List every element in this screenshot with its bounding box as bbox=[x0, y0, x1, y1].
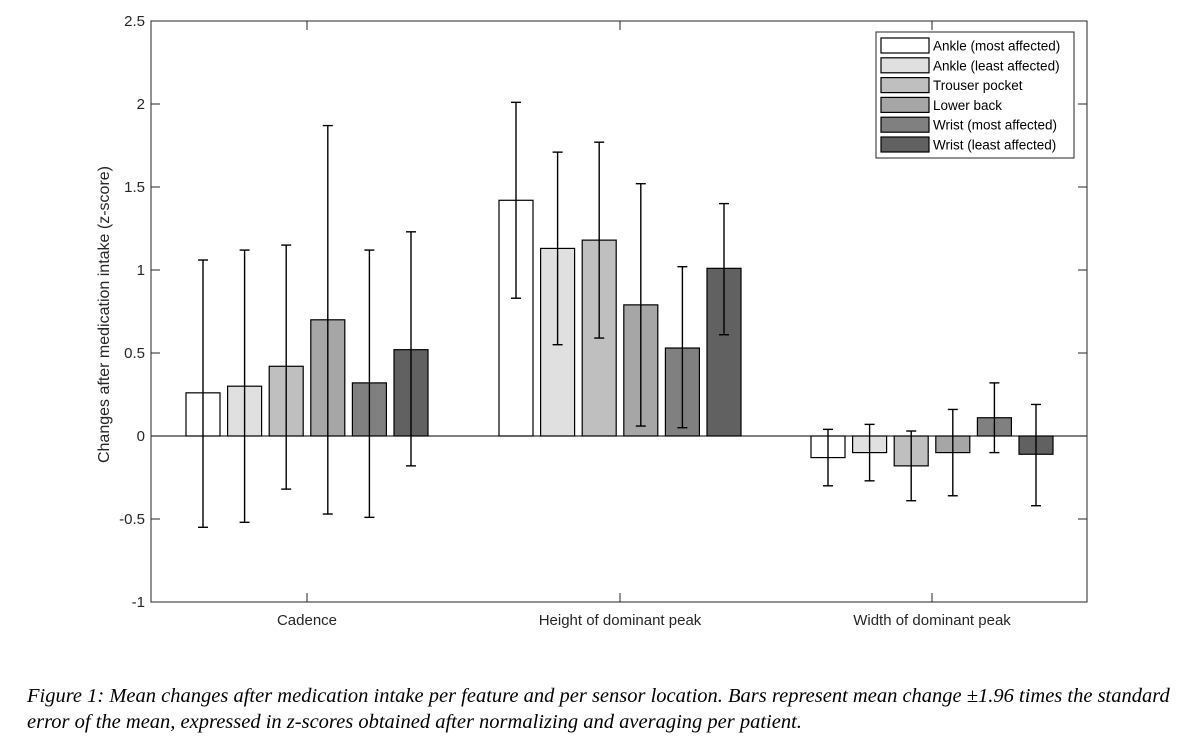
y-tick-label: 2 bbox=[137, 96, 145, 113]
legend-label: Lower back bbox=[933, 98, 1002, 113]
bar-chart: -1 -0.5 0 0.5 1 1.5 2 2.5 Cadence Height of domi… bbox=[96, 13, 1088, 629]
y-axis-label: Changes after medication intake (z-score… bbox=[96, 166, 113, 463]
error-bar bbox=[635, 182, 646, 427]
legend-swatch bbox=[880, 96, 930, 114]
error-bar bbox=[947, 408, 958, 497]
error-bar bbox=[906, 430, 917, 502]
legend-label: Ankle (most affected) bbox=[933, 39, 1060, 54]
bar-groups bbox=[185, 199, 1054, 467]
y-tick: 1.5 bbox=[124, 179, 1087, 196]
error-bar bbox=[322, 124, 333, 515]
x-tick: Cadence bbox=[277, 21, 337, 629]
x-axis-ticks: Cadence Height of dominant peak Width of d… bbox=[277, 21, 1011, 629]
error-bar bbox=[198, 259, 208, 528]
error-bar bbox=[239, 249, 250, 524]
y-tick: 1 bbox=[137, 262, 1087, 279]
plot-area-frame bbox=[150, 20, 1088, 603]
error-bars bbox=[198, 101, 1041, 528]
legend-entry: Ankle (most affected) bbox=[880, 37, 1060, 54]
x-tick: Width of dominant peak bbox=[853, 21, 1011, 629]
y-tick: 2 bbox=[137, 96, 1087, 113]
error-bar bbox=[406, 231, 416, 467]
y-tick-label: 1.5 bbox=[124, 179, 145, 196]
error-bar bbox=[552, 151, 563, 346]
x-tick-label: Width of dominant peak bbox=[853, 612, 1011, 629]
error-bar bbox=[864, 423, 875, 482]
x-tick-label: Height of dominant peak bbox=[539, 612, 702, 629]
y-tick: -0.5 bbox=[119, 511, 1087, 528]
legend: Ankle (most affected) Ankle (least affect… bbox=[875, 31, 1075, 159]
legend-entry: Wrist (most affected) bbox=[880, 116, 1057, 133]
legend-swatch bbox=[880, 37, 930, 54]
legend-label: Wrist (most affected) bbox=[933, 118, 1057, 133]
legend-swatch bbox=[880, 136, 930, 153]
error-bar bbox=[511, 101, 521, 299]
legend-label: Trouser pocket bbox=[933, 78, 1023, 93]
y-tick-label: 0.5 bbox=[124, 345, 145, 362]
legend-entry: Lower back bbox=[880, 96, 1002, 114]
legend-label: Wrist (least affected) bbox=[933, 138, 1056, 153]
figure-caption: Figure 1: Mean changes after medication … bbox=[27, 685, 1170, 733]
error-bar bbox=[364, 249, 375, 519]
error-bar bbox=[281, 244, 292, 490]
legend-entry: Ankle (least affected) bbox=[880, 57, 1060, 74]
y-tick: 0.5 bbox=[124, 345, 1087, 362]
x-tick-label: Cadence bbox=[277, 612, 337, 629]
legend-swatch bbox=[880, 116, 930, 133]
legend-swatch bbox=[880, 76, 930, 94]
error-bar bbox=[719, 202, 729, 336]
legend-entry: Wrist (least affected) bbox=[880, 136, 1056, 153]
error-bar bbox=[1031, 403, 1041, 507]
error-bar bbox=[677, 265, 688, 429]
error-bar bbox=[823, 428, 833, 487]
legend-swatch bbox=[880, 57, 930, 74]
y-tick-label: 2.5 bbox=[124, 13, 145, 30]
legend-entry: Trouser pocket bbox=[880, 76, 1023, 94]
y-tick-label: 0 bbox=[137, 428, 145, 445]
y-tick-label: -0.5 bbox=[119, 511, 145, 528]
y-tick-label: -1 bbox=[132, 594, 145, 611]
x-tick: Height of dominant peak bbox=[539, 21, 702, 629]
error-bar bbox=[594, 141, 605, 339]
legend-label: Ankle (least affected) bbox=[933, 58, 1060, 73]
y-tick-label: 1 bbox=[137, 262, 145, 279]
error-bar bbox=[989, 382, 1000, 454]
